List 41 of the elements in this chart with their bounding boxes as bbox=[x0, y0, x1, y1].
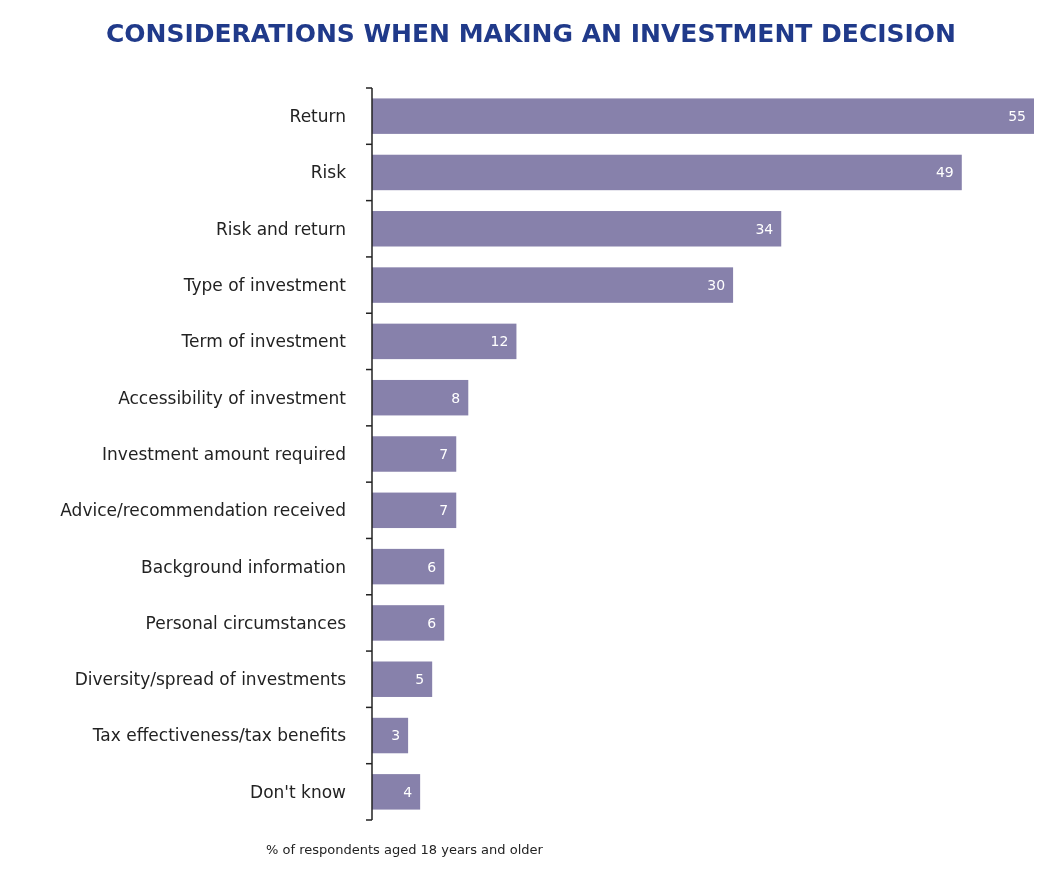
chart-title: CONSIDERATIONS WHEN MAKING AN INVESTMENT DECISION bbox=[105, 19, 957, 48]
y-tick-label: Tax effectiveness/tax benefits bbox=[91, 725, 347, 746]
bar bbox=[372, 211, 782, 247]
data-label: 30 bbox=[707, 276, 726, 293]
bar bbox=[372, 717, 409, 754]
y-tick-label: Type of investment bbox=[182, 275, 347, 296]
data-label: 34 bbox=[755, 220, 774, 237]
bar bbox=[372, 267, 734, 303]
data-label: 7 bbox=[439, 502, 449, 519]
data-label: 5 bbox=[415, 671, 425, 688]
data-label: 3 bbox=[391, 727, 401, 744]
y-tick-label: Risk and return bbox=[215, 218, 346, 239]
data-label: 4 bbox=[403, 783, 413, 800]
x-axis-title: % of respondents aged 18 years and older bbox=[266, 842, 544, 857]
y-tick-label: Advice/recommendation received bbox=[60, 500, 346, 521]
bar bbox=[372, 492, 457, 529]
y-tick-label: Background information bbox=[141, 556, 346, 577]
data-label: 49 bbox=[935, 164, 954, 181]
y-tick-label: Don't know bbox=[250, 781, 347, 802]
y-tick-label: Accessibility of investment bbox=[118, 387, 347, 408]
y-tick-label: Investment amount required bbox=[102, 443, 346, 464]
bar bbox=[372, 436, 457, 472]
y-tick-label: Diversity/spread of investments bbox=[74, 669, 347, 690]
bar bbox=[372, 98, 1034, 134]
data-label: 8 bbox=[451, 389, 461, 406]
bar bbox=[372, 154, 962, 191]
data-label: 7 bbox=[439, 445, 449, 462]
data-label: 55 bbox=[1008, 108, 1026, 125]
data-label: 12 bbox=[490, 333, 509, 350]
y-tick-label: Return bbox=[289, 106, 346, 127]
y-tick-label: Risk bbox=[310, 162, 347, 183]
data-label: 6 bbox=[427, 558, 437, 575]
bar bbox=[372, 605, 445, 641]
bar bbox=[372, 548, 445, 585]
bar bbox=[372, 379, 469, 416]
bar bbox=[372, 323, 517, 360]
bar bbox=[372, 774, 421, 810]
y-tick-label: Term of investment bbox=[180, 331, 347, 352]
y-tick-label: Personal circumstances bbox=[145, 612, 347, 633]
bar bbox=[372, 661, 433, 697]
data-label: 6 bbox=[427, 614, 437, 631]
